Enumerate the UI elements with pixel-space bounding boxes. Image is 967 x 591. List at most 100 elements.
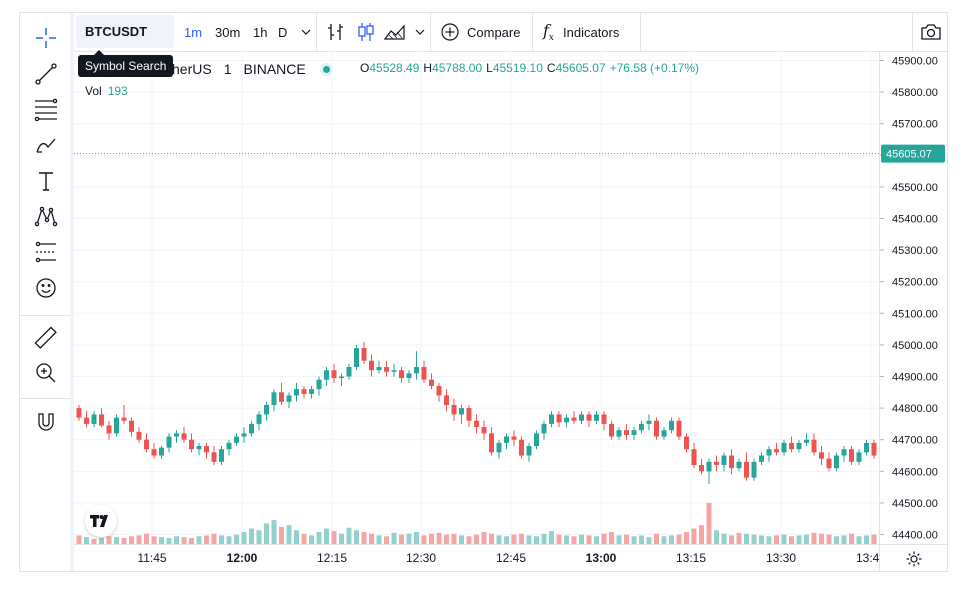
fib-icon[interactable] [33,96,59,122]
chart-pane[interactable] [74,51,879,544]
indicators-button[interactable]: fx Indicators [543,13,619,51]
plus-circle-icon [441,23,459,41]
volume-bar [459,535,464,544]
volume-bar [684,532,689,544]
volume-bar [256,530,262,544]
time-label: 12:30 [406,551,436,565]
volume-bar [436,532,442,544]
volume-bar [226,536,232,544]
ohlc-change: +76.58 (+0.17%) [609,61,700,75]
price-label: 45000.00 [892,340,938,352]
ruler-icon[interactable] [33,325,59,351]
candle-body [114,417,119,434]
pattern-icon[interactable] [33,203,59,229]
candle-body [706,461,712,472]
gear-icon[interactable] [879,544,948,572]
tradingview-logo[interactable] [85,505,117,537]
candle-body [316,379,322,390]
candle-body [609,423,614,437]
prediction-icon[interactable] [33,239,59,265]
volume-bar [106,536,112,544]
compare-label: Compare [467,24,521,40]
magnet-icon[interactable] [33,409,59,435]
camera-icon[interactable] [912,13,948,51]
volume-bar [414,532,419,544]
volume-bar [661,536,667,544]
volume-bar [271,520,277,544]
brush-icon[interactable] [33,132,59,158]
candle-body [151,449,157,456]
volume-bar [811,532,817,544]
interval-1h[interactable]: 1h [253,24,268,40]
time-axis[interactable]: 11:45 12:00 12:15 12:30 12:45 13:00 13:15 13:30… [74,544,879,572]
text-icon[interactable] [33,168,59,194]
candle-body [841,449,847,456]
candle-body [406,373,412,379]
price-label: 44700.00 [892,435,938,447]
volume-bar [324,528,329,544]
interval-30m[interactable]: 30m [215,24,241,40]
candle-style-icon[interactable] [355,13,377,51]
zoom-in-icon[interactable] [33,360,59,386]
volume-bar [136,535,142,544]
toolbar-divider [430,13,431,51]
candle-body [556,414,562,423]
volume-bar [556,534,562,544]
candle-body [511,436,517,440]
legend-symbol[interactable]: herUS [172,61,212,77]
top-toolbar: BTCUSDT 1m 30m 1h D Compare fx Indicator… [74,13,947,52]
candle-body [564,417,569,423]
volume-bar [241,532,247,544]
candle-body [354,348,359,368]
sidebar-separator [70,13,74,571]
volume-bar [511,534,517,544]
candle-body [736,461,742,469]
symbol-legend: herUS 1 BINANCE [172,60,341,78]
market-status-icon[interactable] [319,62,333,76]
volume-bar [421,535,427,544]
volume-bar [189,538,194,544]
crosshair-icon[interactable] [33,25,59,51]
interval-1m[interactable]: 1m [184,24,203,40]
area-style-icon[interactable] [383,13,407,51]
candle-body [534,433,539,447]
volume-bar [99,538,104,544]
symbol-search-button[interactable]: BTCUSDT [76,15,174,48]
candle-body [504,436,509,443]
chevron-down-icon[interactable] [300,13,312,51]
candle-body [174,433,179,437]
volume-bar [481,532,487,544]
candle-body [84,417,89,424]
candle-body [646,420,652,424]
time-label: 12:45 [496,551,526,565]
chevron-down-icon[interactable] [414,13,426,51]
volume-bar [676,534,682,544]
volume-bar [369,533,374,544]
ohlc-high: H45788.00 [423,61,483,75]
candle-body [729,455,734,469]
symbol-search-tooltip: Symbol Search [78,50,174,77]
candle-body [91,414,97,424]
time-label: 13:45 [856,551,879,565]
candle-body [819,452,824,459]
candle-body [301,389,307,394]
candle-body [346,367,352,377]
time-label: 13:30 [766,551,796,565]
volume-bar [751,534,757,544]
volume-bar [406,533,412,544]
candle-body [579,414,584,421]
interval-d[interactable]: D [278,24,288,40]
volume-bar [361,532,367,544]
chart-frame [19,12,948,572]
price-axis[interactable]: 45900.0045800.0045700.0045600.0045500.00… [879,51,948,544]
volume-bar [264,523,269,544]
candle-body [414,367,419,374]
compare-button[interactable]: Compare [440,13,520,51]
current-price-text: 45605.07 [886,149,932,161]
bar-style-icon[interactable] [325,13,347,51]
emoji-icon[interactable] [33,275,59,301]
trendline-icon[interactable] [33,61,59,87]
candle-body [654,420,659,437]
candle-body [631,430,637,435]
price-label: 45300.00 [892,245,938,257]
